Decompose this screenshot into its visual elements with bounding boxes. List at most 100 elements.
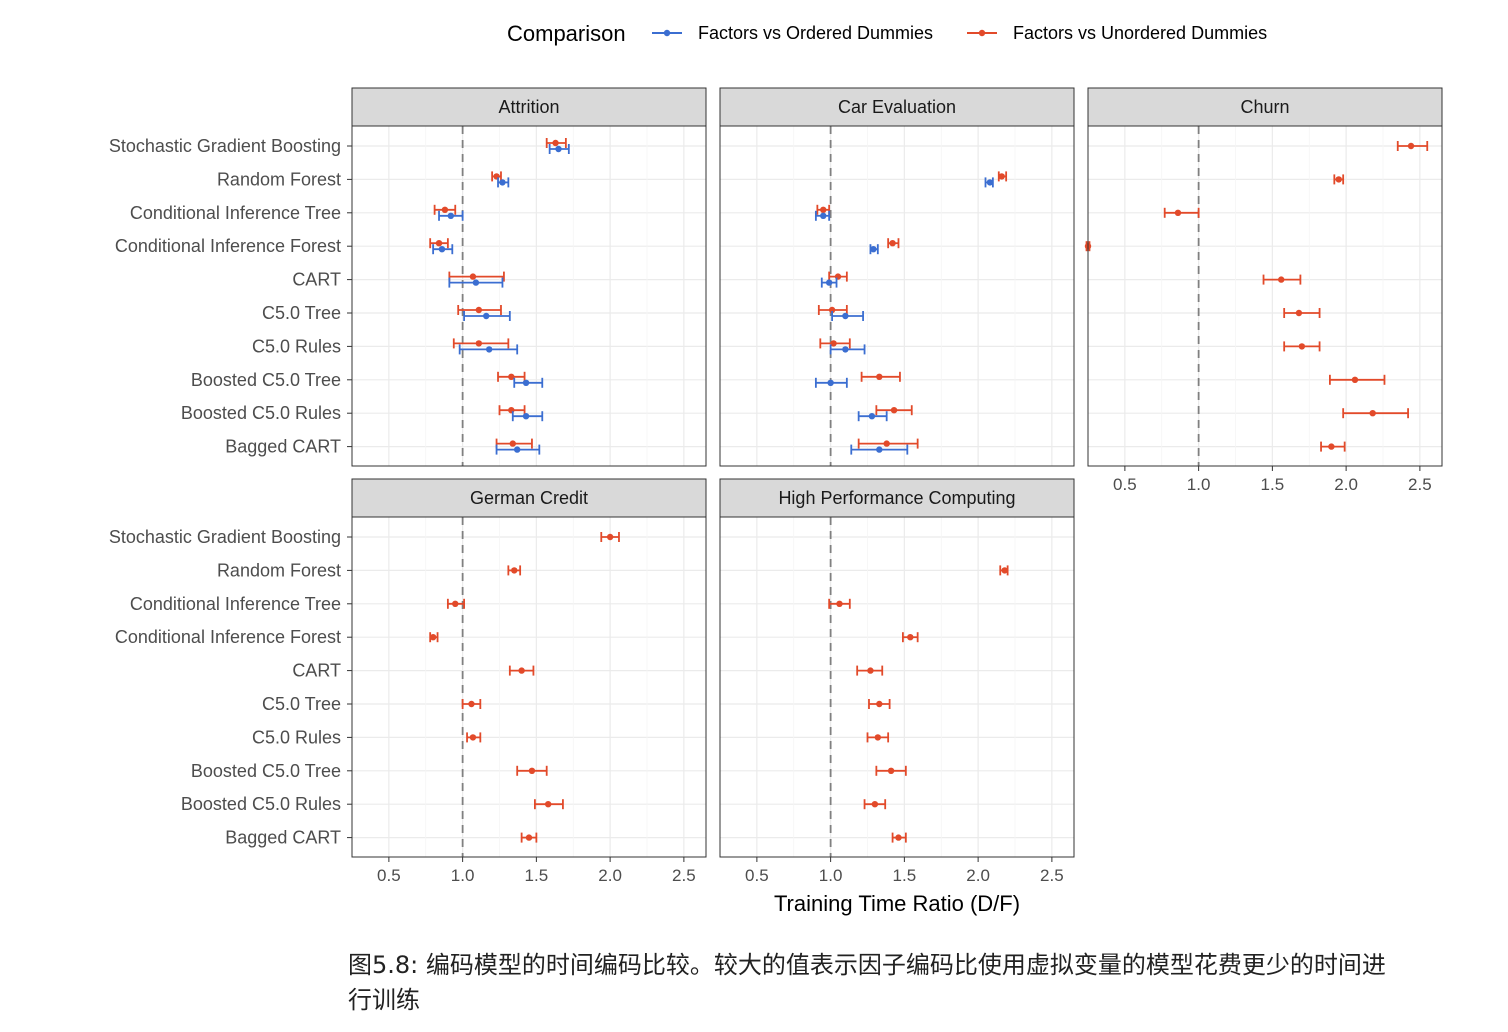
panel-strip [719,478,1075,518]
data-point [998,173,1005,180]
panel-strip [351,478,707,518]
x-tick-label: 1.0 [451,866,475,885]
x-tick-label: 1.5 [1261,475,1285,494]
data-point [889,240,896,247]
data-point [876,700,883,708]
data-point [1369,410,1376,417]
data-point [483,312,490,320]
data-point [1298,343,1306,350]
x-tick-label: 2.0 [598,866,622,885]
data-point [472,279,480,286]
legend-item-label: Factors vs Unordered Dummies [1013,23,1267,43]
x-tick-label: 0.5 [745,866,769,885]
y-tick-label: Random Forest [217,560,341,580]
data-point [606,533,614,541]
panel-car-evaluation: Car Evaluation [719,87,1075,467]
data-point [830,340,837,347]
data-point [509,440,516,447]
data-point [475,306,483,314]
data-point [518,667,525,674]
data-point [874,734,882,741]
data-point [1001,567,1008,574]
y-tick-label: C5.0 Rules [252,336,341,356]
panel-plot-area [720,126,1074,466]
data-point [820,212,827,219]
data-point [522,379,530,386]
x-tick-label: 1.0 [819,866,843,885]
panel-title: Churn [1240,97,1289,117]
data-point [1278,276,1285,283]
panel-churn: Churn 0.5 1.0 1.5 2.0 2.5 [1084,87,1443,494]
data-point [1335,176,1342,183]
data-point [870,246,877,253]
data-point [842,346,849,353]
y-tick-label: Random Forest [217,169,341,189]
x-tick-label: 1.5 [525,866,549,885]
data-point [528,767,536,774]
legend-item: Factors vs Unordered Dummies [967,23,1267,43]
panel-title: Car Evaluation [838,97,956,117]
data-point [842,312,849,320]
panel-border [1087,125,1443,467]
figure-caption: 图5.8: 编码模型的时间编码比较。较大的值表示因子编码比使用虚拟变量的模型花费… [348,951,1386,1014]
x-tick-label: 2.5 [1040,866,1064,885]
data-point [1407,142,1415,150]
data-point [827,379,834,386]
data-point [883,440,890,447]
data-point [986,179,994,186]
series-factors-vs-ordered-dummies [814,177,994,455]
panel-title: Attrition [498,97,559,117]
data-point [887,767,895,774]
data-point [868,413,876,420]
y-tick-label: C5.0 Rules [252,727,341,747]
series-factors-vs-ordered-dummies [432,144,570,455]
x-tick-label: 0.5 [377,866,401,885]
legend-key-point [978,29,986,37]
data-point [555,145,562,153]
panel-border [719,125,1075,467]
data-point [544,801,552,808]
series-factors-vs-unordered-dummies [1084,141,1429,452]
x-tick-label: 2.5 [672,866,696,885]
y-tick-label: C5.0 Tree [262,303,341,323]
panel-border [351,516,707,858]
y-tick-label: Boosted C5.0 Rules [181,403,341,423]
panel-attrition: Attrition Stochastic Gradient Boosting Ran… [109,87,707,467]
data-point [438,246,446,253]
data-point [828,306,836,314]
data-point [871,801,879,808]
series-factors-vs-unordered-dummies [429,532,620,843]
series-factors-vs-unordered-dummies [828,565,1009,843]
faceted-chart: Comparison Factors vs Ordered Dummies Fact… [109,21,1443,916]
series-factors-vs-unordered-dummies [816,171,1008,449]
data-point [429,634,437,641]
data-point [475,340,483,347]
data-point [1328,443,1335,450]
data-point [820,206,827,213]
y-tick-label: CART [292,270,341,290]
panel-border [351,125,707,467]
y-tick-label: Boosted C5.0 Tree [191,761,341,781]
panel-plot-area [720,517,1074,857]
x-tick-label: 1.5 [893,866,917,885]
legend-title: Comparison [507,21,626,46]
x-tick-label: 2.0 [966,866,990,885]
panel-title: German Credit [470,488,588,508]
data-point [836,600,843,607]
data-point [876,446,883,453]
y-tick-label: Bagged CART [225,437,341,457]
data-point [468,700,475,708]
data-point [511,567,518,574]
data-point [522,413,530,420]
data-point [441,206,449,213]
data-point [895,834,902,841]
data-point [514,446,521,453]
panel-plot-area [1088,126,1442,466]
data-point [825,279,833,286]
y-tick-label: Conditional Inference Forest [115,627,341,647]
legend-key-point [663,29,671,37]
panel-plot-area [352,517,706,857]
data-point [469,734,477,741]
data-point [435,240,443,247]
data-point [525,834,533,841]
